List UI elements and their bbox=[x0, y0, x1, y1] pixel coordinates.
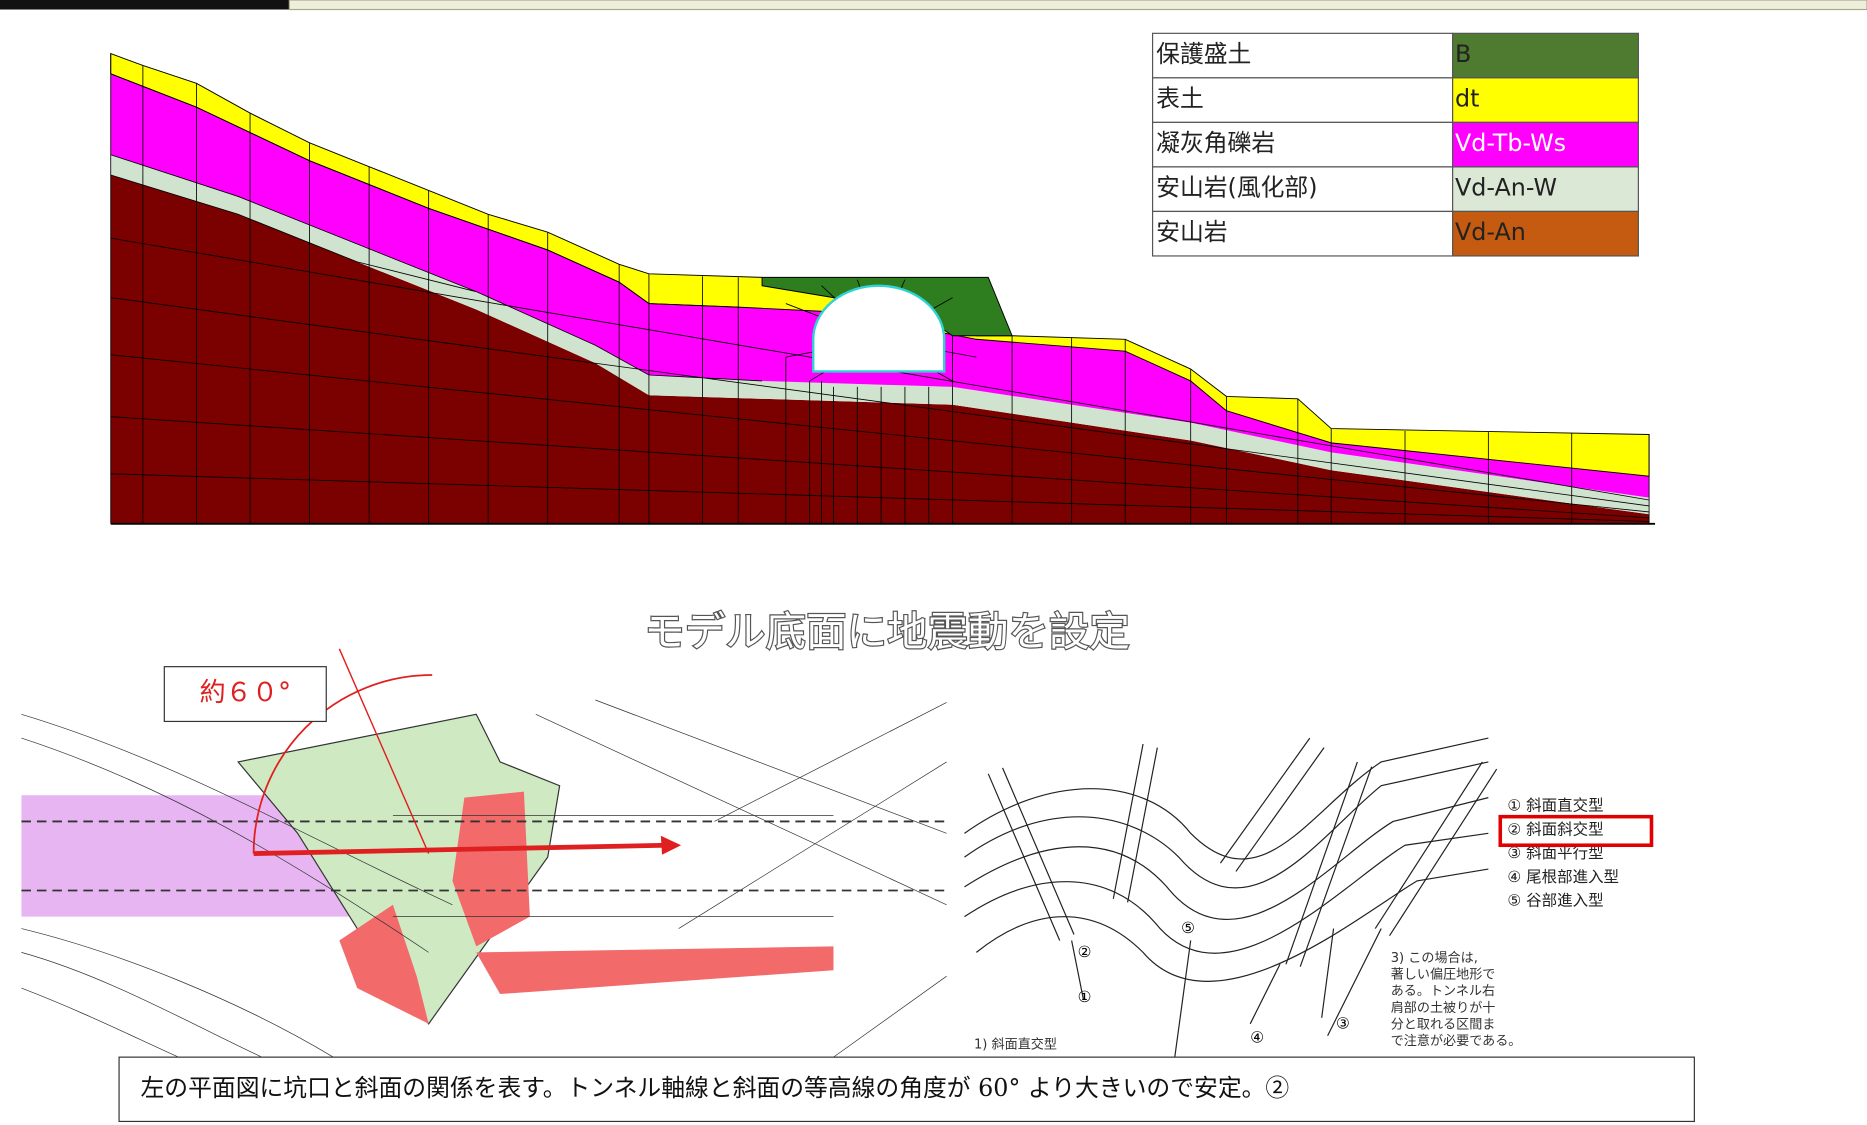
legend-name: 安山岩(風化部) bbox=[1156, 174, 1317, 202]
marker: ④ bbox=[1250, 1029, 1264, 1047]
note-line: 分と取れる区間ま bbox=[1391, 1017, 1496, 1033]
cross-section bbox=[110, 52, 1656, 525]
note-line: 肩部の土被りが十 bbox=[1391, 1000, 1496, 1016]
legend-name-cell bbox=[1151, 32, 1454, 79]
type-label: ② 斜面斜交型 bbox=[1507, 820, 1603, 838]
legend-name: 保護盛土 bbox=[1156, 40, 1251, 68]
angle-label: 約６０° bbox=[199, 678, 291, 708]
type-label: ⑤ 谷部進入型 bbox=[1507, 892, 1603, 910]
diagram-caption: 1) 斜面直交型 bbox=[974, 1036, 1057, 1053]
legend-code: Vd-An bbox=[1455, 218, 1526, 246]
legend-code: Vd-Tb-Ws bbox=[1455, 129, 1566, 157]
note-line: 著しい偏圧地形で bbox=[1391, 967, 1496, 983]
legend-code: Vd-An-W bbox=[1455, 174, 1557, 202]
legend-code: B bbox=[1455, 40, 1471, 68]
heading: モデル底面に地震動を設定 bbox=[644, 608, 1130, 656]
legend-name: 安山岩 bbox=[1156, 218, 1227, 246]
tunnel-type-diagram: ① 斜面直交型 ② 斜面斜交型 ③ 斜面平行型 ④ 尾根部進入型 ⑤ 谷部進入型 ② ①… bbox=[964, 737, 1654, 1072]
type-label: ③ 斜面平行型 bbox=[1507, 844, 1603, 862]
plan-drawing: 約６０° bbox=[21, 648, 947, 1058]
type-label: ① 斜面直交型 bbox=[1507, 796, 1603, 814]
legend-name-cell bbox=[1151, 77, 1454, 123]
marker: ② bbox=[1078, 943, 1092, 961]
note-line: 3) この場合は, bbox=[1391, 950, 1478, 966]
top-band bbox=[288, 0, 1867, 11]
legend-swatch bbox=[1452, 210, 1639, 257]
footer-text: 左の平面図に坑口と斜面の関係を表す。トンネル軸線と斜面の等高線の角度が 60° … bbox=[141, 1074, 1290, 1102]
marker: ① bbox=[1078, 988, 1092, 1006]
legend-table: 保護盛土 B 表土 dt 凝灰角礫岩 Vd-Tb-Ws 安山岩(風化部) Vd-An-W 安山岩… bbox=[1151, 32, 1639, 257]
legend-code: dt bbox=[1455, 85, 1479, 113]
note-line: で注意が必要である。 bbox=[1391, 1032, 1522, 1049]
legend-swatch bbox=[1452, 166, 1639, 213]
top-bar bbox=[0, 0, 290, 10]
legend-name: 表土 bbox=[1156, 85, 1204, 113]
marker: ③ bbox=[1336, 1014, 1350, 1032]
type-label: ④ 尾根部進入型 bbox=[1507, 868, 1619, 886]
legend-name: 凝灰角礫岩 bbox=[1156, 129, 1275, 157]
marker: ⑤ bbox=[1181, 919, 1195, 937]
footer-box bbox=[118, 1056, 1695, 1123]
note-line: ある。トンネル右 bbox=[1391, 983, 1495, 999]
legend-name-cell bbox=[1151, 121, 1454, 168]
legend-swatch bbox=[1452, 77, 1639, 123]
legend-swatch bbox=[1452, 32, 1639, 79]
